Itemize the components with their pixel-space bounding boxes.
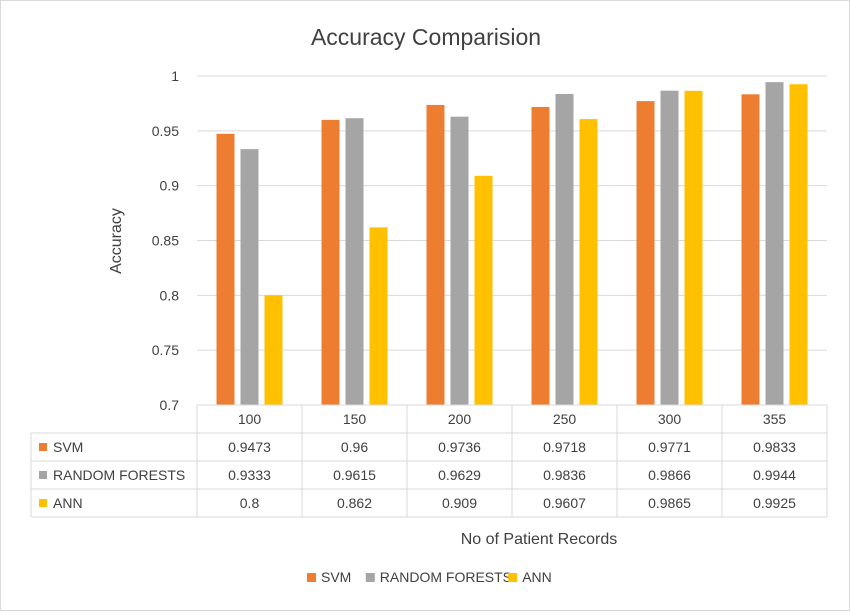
data-label: 0.862 <box>337 495 372 511</box>
data-label: 0.8 <box>240 495 260 511</box>
y-tick-label: 0.85 <box>152 233 179 249</box>
legend-key <box>508 573 518 582</box>
table-legend-key <box>39 499 47 507</box>
legend-label: ANN <box>522 569 552 585</box>
x-tick-label: 250 <box>553 411 577 427</box>
data-label: 0.909 <box>442 495 477 511</box>
data-label: 0.9833 <box>753 439 796 455</box>
bar-ann <box>684 90 703 406</box>
y-tick-label: 1 <box>171 68 179 84</box>
bar-random-forests <box>450 116 469 405</box>
y-tick-label: 0.8 <box>160 287 180 303</box>
legend-label: SVM <box>321 569 351 585</box>
data-label: 0.9718 <box>543 439 586 455</box>
data-label: 0.9866 <box>648 467 691 483</box>
data-label: 0.9836 <box>543 467 586 483</box>
y-axis-label: Accuracy <box>108 208 125 274</box>
gridlines <box>197 75 827 406</box>
data-label: 0.9771 <box>648 439 691 455</box>
y-tick-label: 0.75 <box>152 342 179 358</box>
bar-svm <box>426 104 445 406</box>
bar-svm <box>321 119 340 405</box>
data-table: 100 150 200 250 300 355 SVM 0.9473 0.96 0.9736 0.9… <box>30 404 828 518</box>
table-series-name: RANDOM FORESTS <box>53 467 185 483</box>
chart-title: Accuracy Comparision <box>311 24 541 50</box>
x-tick-label: 200 <box>448 411 472 427</box>
x-axis-label: No of Patient Records <box>461 531 618 548</box>
bars <box>216 82 808 406</box>
bar-ann <box>264 295 283 405</box>
data-label: 0.9944 <box>753 467 796 483</box>
y-tick-label: 0.7 <box>160 397 180 413</box>
table-legend-key <box>39 471 47 479</box>
legend-label: RANDOM FORESTS <box>380 569 512 585</box>
table-legend-key <box>39 443 47 451</box>
x-tick-label: 100 <box>238 411 262 427</box>
bar-ann <box>474 175 493 405</box>
bar-svm <box>636 101 655 405</box>
bar-random-forests <box>555 93 574 405</box>
data-label: 0.96 <box>341 439 368 455</box>
bar-svm <box>741 94 760 405</box>
table-series-name: ANN <box>53 495 83 511</box>
bar-random-forests <box>660 90 679 405</box>
x-tick-label: 150 <box>343 411 367 427</box>
y-tick-label: 0.9 <box>160 178 180 194</box>
data-label: 0.9473 <box>228 439 271 455</box>
data-label: 0.9607 <box>543 495 586 511</box>
data-label: 0.9333 <box>228 467 271 483</box>
legend-key <box>365 573 375 582</box>
bar-ann <box>369 227 388 405</box>
bar-ann <box>579 119 598 405</box>
x-tick-label: 355 <box>763 411 787 427</box>
data-label: 0.9615 <box>333 467 376 483</box>
data-label: 0.9865 <box>648 495 691 511</box>
data-label: 0.9629 <box>438 467 481 483</box>
data-label: 0.9925 <box>753 495 796 511</box>
y-tick-labels: 0.7 0.75 0.8 0.85 0.9 0.95 1 <box>152 68 179 413</box>
bar-ann <box>789 84 808 405</box>
bar-svm <box>531 106 550 406</box>
bar-random-forests <box>765 82 784 406</box>
table-series-name: SVM <box>53 439 83 455</box>
data-label: 0.9736 <box>438 439 481 455</box>
y-tick-label: 0.95 <box>152 123 179 139</box>
legend-key <box>307 573 316 582</box>
bar-random-forests <box>345 118 364 405</box>
bar-svm <box>216 133 235 406</box>
x-tick-label: 300 <box>658 411 682 427</box>
bar-random-forests <box>240 149 259 405</box>
legend: SVM RANDOM FORESTS ANN <box>307 569 552 585</box>
